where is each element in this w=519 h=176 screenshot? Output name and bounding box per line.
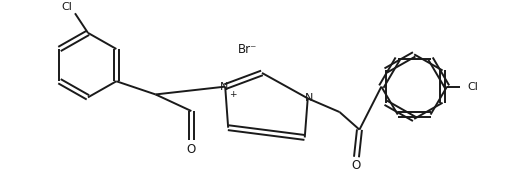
Text: Br⁻: Br⁻ bbox=[238, 43, 258, 56]
Text: N: N bbox=[305, 93, 313, 103]
Text: O: O bbox=[352, 159, 361, 172]
Text: N: N bbox=[220, 82, 228, 92]
Text: O: O bbox=[187, 143, 196, 156]
Text: Cl: Cl bbox=[62, 2, 73, 12]
Text: Cl: Cl bbox=[467, 82, 478, 92]
Text: +: + bbox=[229, 90, 237, 99]
